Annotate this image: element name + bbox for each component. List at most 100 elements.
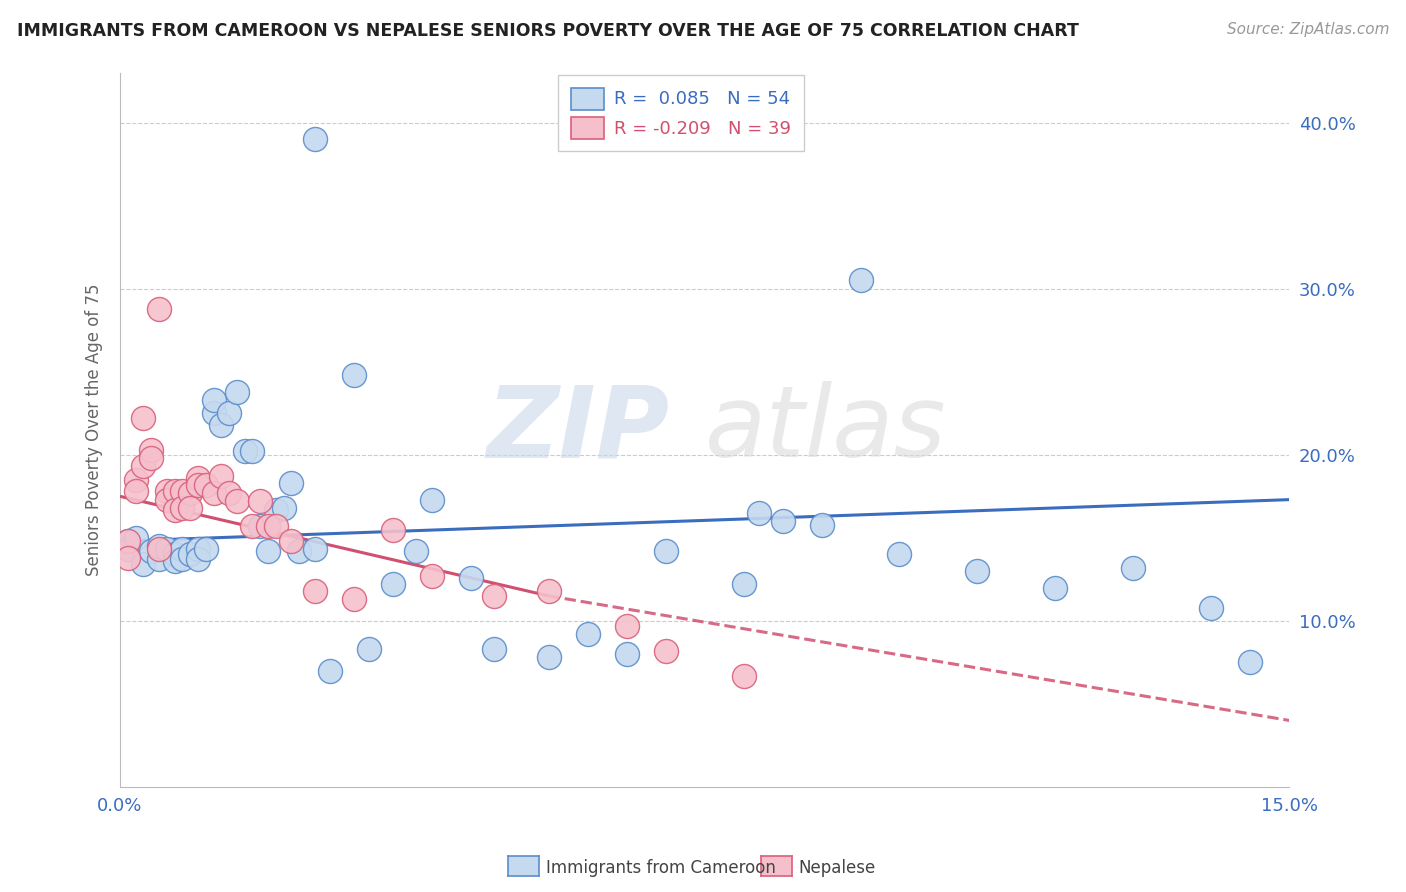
Point [132,558,155,572]
Point [172,484,194,499]
Point [733,577,755,591]
Point [420,569,443,583]
Point [849,273,872,287]
Point [124,484,146,499]
Point [748,506,770,520]
Point [209,417,232,432]
Point [218,406,240,420]
Point [242,444,264,458]
Point [733,668,755,682]
Point [249,519,271,533]
Point [343,368,366,383]
Point [420,492,443,507]
Text: Immigrants from Cameroon: Immigrants from Cameroon [546,859,776,877]
Point [966,564,988,578]
Point [132,411,155,425]
Point [482,642,505,657]
Point [124,531,146,545]
Point [156,492,179,507]
Point [148,542,170,557]
Point [280,476,302,491]
Point [148,301,170,316]
Point [359,642,381,657]
Point [187,471,209,485]
Point [179,486,201,500]
Point [616,619,638,633]
Point [148,539,170,553]
Point [172,500,194,515]
Point [124,473,146,487]
Point [249,494,271,508]
Point [225,494,247,508]
Point [141,442,163,457]
Point [242,519,264,533]
Point [187,552,209,566]
Point [654,544,676,558]
Point [280,534,302,549]
Point [194,542,217,557]
Point [772,514,794,528]
Point [1122,560,1144,574]
Point [381,523,404,537]
Point [319,664,342,678]
Point [264,502,287,516]
Point [576,627,599,641]
Point [264,519,287,533]
Point [1239,656,1261,670]
Point [304,542,326,557]
Text: ZIP: ZIP [486,382,669,478]
Legend: R =  0.085   N = 54, R = -0.209   N = 39: R = 0.085 N = 54, R = -0.209 N = 39 [558,75,804,152]
Point [163,484,186,499]
Point [202,406,225,420]
Point [117,534,139,549]
Text: Source: ZipAtlas.com: Source: ZipAtlas.com [1226,22,1389,37]
Point [141,544,163,558]
Point [141,451,163,466]
Point [537,650,560,665]
Point [163,502,186,516]
Point [117,542,139,557]
Text: Nepalese: Nepalese [799,859,876,877]
Point [117,550,139,565]
Point [202,486,225,500]
Point [172,552,194,566]
Point [132,459,155,474]
Point [482,589,505,603]
Point [209,469,232,483]
Point [179,500,201,515]
Point [304,132,326,146]
Point [810,517,832,532]
Y-axis label: Seniors Poverty Over the Age of 75: Seniors Poverty Over the Age of 75 [86,284,103,576]
Text: IMMIGRANTS FROM CAMEROON VS NEPALESE SENIORS POVERTY OVER THE AGE OF 75 CORRELAT: IMMIGRANTS FROM CAMEROON VS NEPALESE SEN… [17,22,1078,40]
Point [654,643,676,657]
Point [163,554,186,568]
Point [172,542,194,557]
Point [117,534,139,549]
Point [405,544,427,558]
Point [156,484,179,499]
Point [187,542,209,557]
Point [273,500,295,515]
Point [889,548,911,562]
Point [343,592,366,607]
Point [257,519,280,533]
Point [187,477,209,491]
Point [163,548,186,562]
Point [202,392,225,407]
Point [233,444,256,458]
Point [225,384,247,399]
Point [1201,600,1223,615]
Point [148,552,170,566]
Point [537,583,560,598]
Point [304,583,326,598]
Point [194,477,217,491]
Point [381,577,404,591]
Point [616,647,638,661]
Point [460,571,482,585]
Point [218,486,240,500]
Point [257,544,280,558]
Point [156,542,179,557]
Point [1045,581,1067,595]
Point [288,544,311,558]
Text: atlas: atlas [704,382,946,478]
